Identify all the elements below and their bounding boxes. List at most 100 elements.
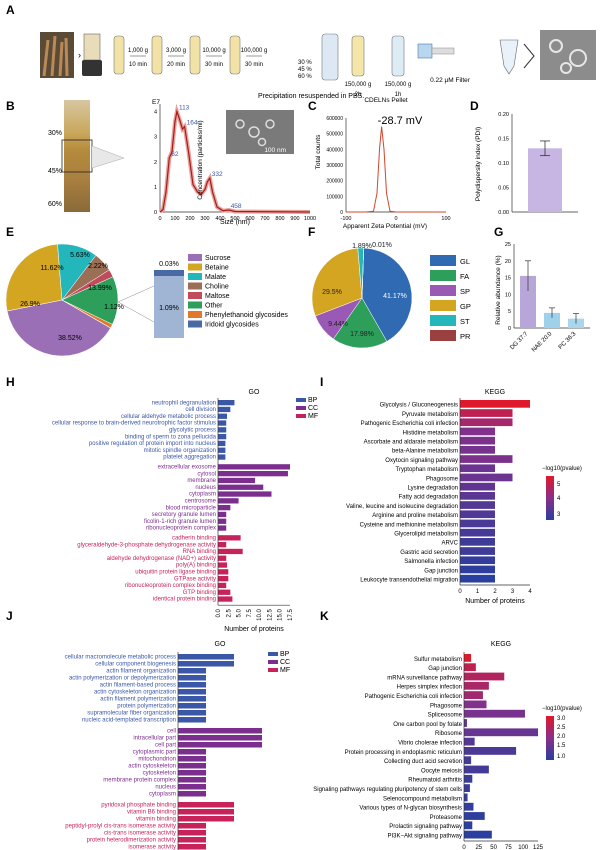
kegg-pathway-label: Collecting duct acid secretion bbox=[384, 759, 462, 765]
kegg-bar bbox=[464, 737, 475, 746]
y-exponent: E7 bbox=[152, 99, 160, 106]
b-tem-inset: 100 nm bbox=[226, 110, 294, 154]
go-bar bbox=[218, 440, 226, 447]
d-ytick: 0.15 bbox=[498, 137, 509, 143]
kegg-colorbar-tick: 2.0 bbox=[557, 734, 566, 740]
sucrose-gradient-tube: 30 % 45 % 60 % bbox=[298, 33, 339, 81]
go-term-label: neutrophil degranulation bbox=[152, 400, 216, 406]
kegg-xtick: 25 bbox=[475, 845, 482, 850]
go-bar bbox=[218, 400, 235, 406]
go-bar bbox=[178, 749, 206, 755]
go-term-label: ubiquitin protein ligase binding bbox=[135, 570, 216, 576]
go-term-label: nucleic acid-templated transcription bbox=[82, 718, 176, 724]
panel-label-f: F bbox=[308, 225, 315, 239]
kegg-pathway-label: Phagosome bbox=[430, 703, 463, 709]
go-bar bbox=[218, 484, 264, 490]
kegg-pathway-label: Cysteine and methionine metabolism bbox=[360, 522, 458, 528]
go-term-label: cadherin binding bbox=[172, 536, 216, 542]
go-bar bbox=[178, 830, 206, 836]
e-slice-label: 26.9% bbox=[20, 301, 40, 308]
ultracentrifuge-tube-2: 150,000 g 1h bbox=[385, 35, 411, 98]
panel-b: B 30% 45% 60% E7 0 100 200 300 400 500 600 700 8… bbox=[6, 99, 316, 226]
kegg-pathway-label: Spliceosome bbox=[428, 713, 463, 719]
f-legend-swatch bbox=[430, 315, 456, 326]
falcon-tube-icon bbox=[229, 35, 241, 75]
f-pie-slice bbox=[361, 247, 413, 342]
g-bar bbox=[544, 312, 560, 328]
kegg-bar bbox=[464, 681, 489, 690]
f-legend-swatch bbox=[430, 270, 456, 281]
kegg-xtick: 4 bbox=[528, 589, 532, 595]
go-bar bbox=[178, 682, 206, 688]
kegg-bar bbox=[464, 756, 472, 765]
go-bar bbox=[178, 696, 206, 702]
go-bar bbox=[178, 675, 206, 681]
go-bar bbox=[218, 562, 228, 568]
c-ytick: 400000 bbox=[326, 147, 343, 153]
go-term-label: mitotic spindle organization bbox=[144, 448, 216, 454]
f-legend-label: ST bbox=[460, 317, 470, 326]
go-xtick: 7.5 bbox=[247, 609, 253, 618]
kegg-bar bbox=[464, 672, 505, 681]
kegg-pathway-label: Vibrio cholerae infection bbox=[398, 741, 462, 747]
go-term-label: membrane protein complex bbox=[103, 778, 176, 784]
d-ylabel: Polydispersity index (PDI) bbox=[475, 127, 482, 201]
panel-a: A › 1,000 g 10 min 3,000 g 20 min 10,000 g 30… bbox=[6, 3, 596, 104]
scale-bar-label: 100 nm bbox=[264, 147, 286, 154]
go-bar bbox=[178, 735, 262, 741]
kegg-bar bbox=[460, 565, 495, 574]
f-legend-swatch bbox=[430, 330, 456, 341]
e-legend-swatch bbox=[188, 273, 202, 280]
panel-label-d: D bbox=[470, 99, 479, 113]
go-term-label: actin filament polymerization bbox=[100, 697, 176, 703]
go-term-label: poly(A) binding bbox=[176, 563, 216, 569]
b-peak-label: 62 bbox=[171, 151, 179, 158]
step-time: 30 min bbox=[245, 62, 263, 68]
b-xtick: 900 bbox=[290, 216, 299, 222]
g-ytick: 5 bbox=[508, 309, 511, 315]
sucrose-60-label: 60 % bbox=[298, 74, 312, 80]
panel-label-c: C bbox=[308, 99, 317, 113]
lipid-abundance-chart: 0 5 10 15 20 25 Relative abundance (%) DG 37:7 N… bbox=[495, 242, 590, 354]
kegg-genes-chart: KEGG Sulfur metabolism Gap junction mRNA su… bbox=[313, 641, 582, 850]
go-legend-label: CC bbox=[280, 659, 290, 666]
go-term-label: cytoplasmic part bbox=[133, 750, 177, 756]
panel-e: E 38.52% 26.9% 11.62% 5.63% 2.22% 13.99% 1.12%… bbox=[5, 225, 288, 357]
e-legend-swatch bbox=[188, 254, 202, 261]
kegg-colorbar-tick: 1.5 bbox=[557, 743, 566, 749]
go-bar bbox=[178, 710, 206, 716]
d-ytick: 0.10 bbox=[498, 161, 509, 167]
e-slice-label: 1.12% bbox=[104, 304, 124, 311]
kegg-xtick: 100 bbox=[518, 845, 529, 850]
e-slice-label: 13.99% bbox=[88, 285, 112, 292]
go-legend-swatch bbox=[296, 398, 306, 402]
go-bar bbox=[218, 589, 231, 595]
step5-t: 2h bbox=[355, 92, 362, 98]
c-ytick: 300000 bbox=[326, 163, 343, 169]
kegg-pathway-label: Lysine degradation bbox=[408, 486, 458, 492]
go-bar bbox=[178, 770, 206, 776]
step-g: 1,000 g bbox=[128, 48, 148, 54]
go-xtick: 2.5 bbox=[226, 609, 232, 618]
go-term-label: cell division bbox=[185, 407, 216, 413]
panel-label-e: E bbox=[6, 225, 14, 239]
kegg-bar bbox=[460, 538, 495, 546]
go-term-label: RNA binding bbox=[183, 549, 216, 555]
e-sub-bar bbox=[154, 276, 184, 338]
panel-g: G 0 5 10 15 20 25 Relative abundance (%) DG 37:… bbox=[494, 225, 590, 354]
kegg-pathway-label: Protein processing in endoplasmic reticu… bbox=[345, 750, 462, 756]
kegg-bar bbox=[464, 784, 470, 792]
e-legend-swatch bbox=[188, 301, 202, 309]
go-bar bbox=[218, 535, 241, 541]
go-legend-label: CC bbox=[308, 405, 318, 412]
panel-d: D 0.00 0.05 0.10 0.15 0.20 Polydispersity in… bbox=[470, 99, 578, 216]
go-legend-swatch bbox=[268, 660, 278, 664]
e-pie-slice bbox=[6, 299, 111, 357]
go-term-label: actin cytoskeleton organization bbox=[94, 690, 176, 696]
e-pie-slice bbox=[61, 299, 111, 329]
kegg-bar bbox=[464, 830, 492, 839]
falcon-tube-icon bbox=[151, 35, 163, 75]
panel-label-i: I bbox=[320, 375, 323, 389]
go-legend-label: BP bbox=[280, 651, 290, 658]
b-xtick: 300 bbox=[200, 216, 209, 222]
